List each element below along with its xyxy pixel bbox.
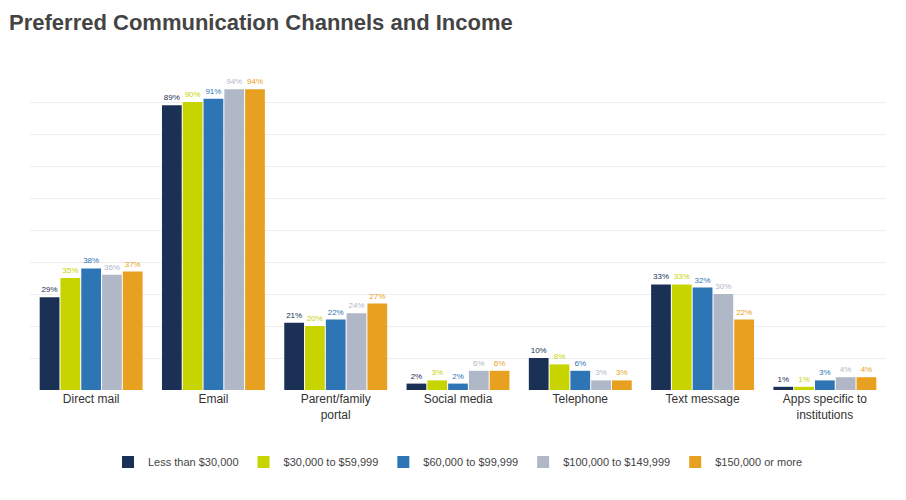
svg-text:1%: 1%	[777, 375, 789, 384]
svg-text:37%: 37%	[125, 260, 141, 269]
svg-text:33%: 33%	[653, 272, 669, 281]
svg-text:1%: 1%	[798, 375, 810, 384]
svg-text:38%: 38%	[83, 256, 99, 265]
svg-text:3%: 3%	[595, 368, 607, 377]
svg-text:20%: 20%	[307, 314, 323, 323]
svg-text:$60,000 to $99,999: $60,000 to $99,999	[423, 456, 518, 468]
svg-text:Preferred Communication Channe: Preferred Communication Channels and Inc…	[9, 10, 513, 35]
svg-text:6%: 6%	[473, 359, 485, 368]
svg-text:2%: 2%	[452, 372, 464, 381]
svg-text:3%: 3%	[431, 368, 443, 377]
svg-text:8%: 8%	[554, 352, 566, 361]
svg-text:94%: 94%	[226, 77, 242, 86]
svg-text:Text message: Text message	[666, 392, 740, 406]
svg-text:91%: 91%	[205, 87, 221, 96]
svg-text:32%: 32%	[695, 276, 711, 285]
svg-text:90%: 90%	[185, 90, 201, 99]
svg-text:Apps specific toinstitutions: Apps specific toinstitutions	[783, 392, 867, 422]
svg-text:$100,000 to $149,999: $100,000 to $149,999	[563, 456, 670, 468]
svg-text:89%: 89%	[164, 93, 180, 102]
svg-text:36%: 36%	[104, 263, 120, 272]
svg-text:3%: 3%	[616, 368, 628, 377]
svg-text:Social media: Social media	[424, 392, 493, 406]
svg-text:22%: 22%	[736, 308, 752, 317]
svg-text:$30,000 to $59,999: $30,000 to $59,999	[284, 456, 379, 468]
svg-text:3%: 3%	[819, 368, 831, 377]
svg-text:22%: 22%	[328, 308, 344, 317]
svg-text:29%: 29%	[42, 285, 58, 294]
svg-text:Email: Email	[198, 392, 228, 406]
svg-text:2%: 2%	[411, 372, 423, 381]
svg-text:94%: 94%	[247, 77, 263, 86]
svg-text:33%: 33%	[674, 272, 690, 281]
svg-text:Less than $30,000: Less than $30,000	[148, 456, 239, 468]
svg-text:$150,000 or more: $150,000 or more	[715, 456, 802, 468]
svg-text:21%: 21%	[286, 311, 302, 320]
svg-text:24%: 24%	[348, 301, 364, 310]
svg-text:30%: 30%	[715, 282, 731, 291]
svg-text:4%: 4%	[840, 365, 852, 374]
svg-text:35%: 35%	[62, 266, 78, 275]
svg-text:6%: 6%	[494, 359, 506, 368]
svg-text:4%: 4%	[861, 365, 873, 374]
svg-text:10%: 10%	[531, 346, 547, 355]
svg-text:Telephone: Telephone	[553, 392, 609, 406]
svg-text:Direct mail: Direct mail	[63, 392, 120, 406]
svg-text:6%: 6%	[575, 359, 587, 368]
svg-text:Parent/familyportal: Parent/familyportal	[301, 392, 371, 422]
svg-text:27%: 27%	[369, 292, 385, 301]
